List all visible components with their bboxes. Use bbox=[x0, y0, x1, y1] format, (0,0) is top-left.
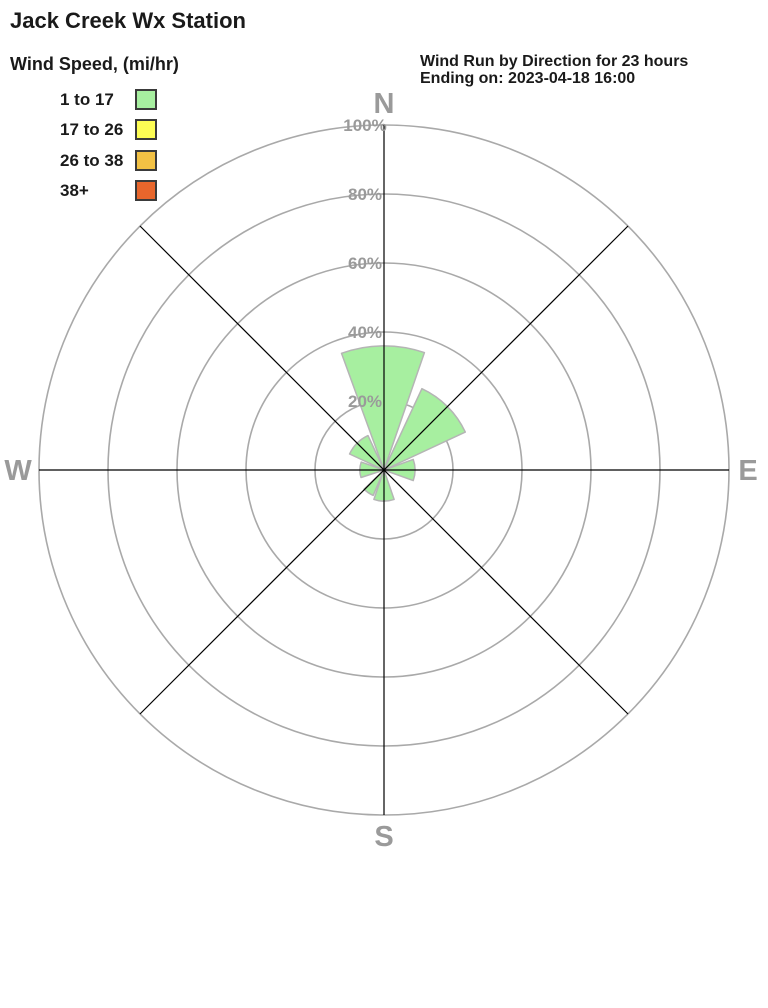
compass-label-E: E bbox=[738, 455, 757, 487]
chart-subtitle-line2: Ending on: 2023-04-18 16:00 bbox=[420, 70, 636, 87]
ring-label-100%: 100% bbox=[343, 116, 386, 135]
petal-N bbox=[340, 345, 426, 471]
legend-swatch-green bbox=[135, 89, 157, 110]
chart-subtitle: Wind Run by Direction for 23 hours Endin… bbox=[420, 53, 688, 87]
legend-swatch-orange bbox=[135, 180, 157, 201]
ring-label-40%: 40% bbox=[348, 323, 382, 342]
legend-title: Wind Speed, (mi/hr) bbox=[10, 54, 179, 74]
chart-subtitle-line1: Wind Run by Direction for 23 hours bbox=[420, 53, 689, 70]
legend-label: 17 to 26 bbox=[60, 120, 124, 139]
ring-label-80%: 80% bbox=[348, 185, 382, 204]
axis-line-135deg bbox=[139, 225, 629, 715]
legend-swatch-yellow bbox=[135, 119, 157, 140]
legend-label: 26 to 38 bbox=[60, 151, 124, 170]
legend-label: 1 to 17 bbox=[60, 90, 114, 109]
ring-label-20%: 20% bbox=[348, 392, 382, 411]
legend-label: 38+ bbox=[60, 181, 89, 200]
legend-swatch-amber bbox=[135, 150, 157, 171]
compass-label-W: W bbox=[4, 455, 32, 487]
page-title: Jack Creek Wx Station bbox=[10, 8, 246, 33]
compass-label-S: S bbox=[374, 821, 393, 853]
ring-label-60%: 60% bbox=[348, 254, 382, 273]
compass-label-N: N bbox=[374, 88, 395, 120]
